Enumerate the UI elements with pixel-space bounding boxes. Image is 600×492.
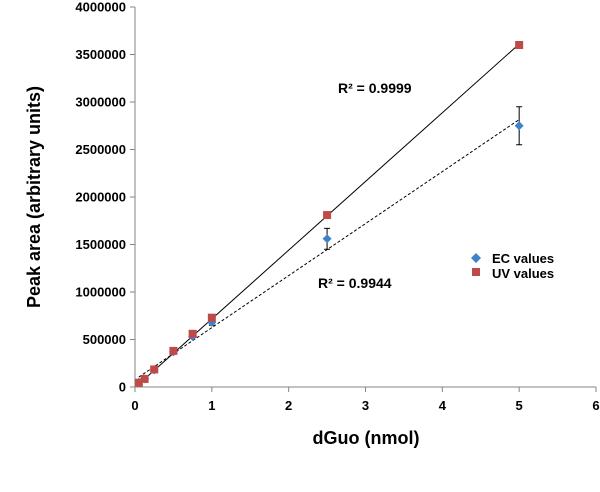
- x-tick-label: 6: [592, 398, 599, 413]
- x-ticks: 0 1 2 3 4 5 6: [131, 387, 600, 413]
- y-tick-label: 0: [119, 380, 126, 395]
- y-ticks: 0 500000 1000000 1500000 2000000 2500000 30000…: [75, 0, 135, 395]
- x-tick-label: 3: [362, 398, 369, 413]
- y-tick-label: 1000000: [75, 285, 126, 300]
- data-points: [134, 41, 524, 387]
- uv-point: [188, 329, 197, 338]
- r2-label-uv: R² = 0.9999: [338, 80, 412, 96]
- x-tick-label: 1: [208, 398, 215, 413]
- y-tick-label: 500000: [83, 332, 126, 347]
- legend-marker-uv: [472, 268, 480, 276]
- x-axis-title: dGuo (nmol): [313, 428, 420, 448]
- y-tick-label: 1500000: [75, 237, 126, 252]
- y-tick-label: 4000000: [75, 0, 126, 15]
- y-tick-label: 3500000: [75, 47, 126, 62]
- axes: [134, 7, 596, 388]
- uv-point: [169, 346, 178, 355]
- uv-point: [140, 374, 149, 383]
- y-tick-label: 2000000: [75, 190, 126, 205]
- ec-point: [514, 121, 524, 131]
- trendline-ec: [138, 119, 520, 378]
- legend-label-uv: UV values: [492, 266, 554, 281]
- uv-point: [515, 41, 524, 49]
- y-tick-label: 3000000: [75, 95, 126, 110]
- uv-point: [134, 378, 143, 387]
- x-tick-label: 0: [131, 398, 138, 413]
- uv-point: [150, 365, 159, 374]
- ec-point: [322, 234, 332, 244]
- r2-label-ec: R² = 0.9944: [318, 275, 392, 291]
- y-tick-label: 2500000: [75, 142, 126, 157]
- legend: EC values UV values: [471, 251, 554, 281]
- error-bars: [208, 106, 523, 326]
- x-tick-label: 4: [439, 398, 447, 413]
- legend-label-ec: EC values: [492, 251, 554, 266]
- y-axis-title: Peak area (arbitrary units): [24, 86, 44, 308]
- uv-point: [207, 313, 216, 322]
- x-tick-label: 5: [516, 398, 523, 413]
- uv-point: [323, 211, 332, 220]
- x-tick-label: 2: [285, 398, 292, 413]
- legend-marker-ec: [471, 253, 481, 263]
